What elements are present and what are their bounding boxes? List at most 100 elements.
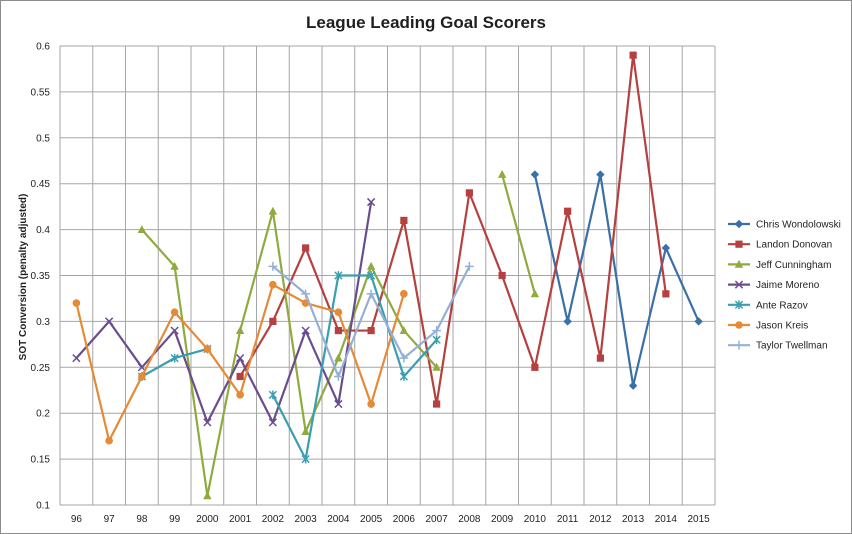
axes: 0.1 0.15 0.2 0.25 0.3 0.35 0.4 0.45 0.5 0.55 0.6 96… [31,42,711,526]
data-point [170,308,179,317]
legend-swatch-marker [734,259,744,268]
data-point [366,289,376,299]
data-point [497,170,507,178]
data-point [301,289,311,299]
legend-label: Jeff Cunningham [756,260,831,271]
data-point [530,170,540,179]
data-point [269,280,277,289]
y-tick-label: 0.4 [36,225,50,236]
legend-swatch-marker [735,321,743,329]
x-tick-label: 2011 [557,514,579,525]
x-tick-label: 97 [104,514,116,525]
data-point [530,289,540,298]
data-point [367,400,375,408]
data-point [72,353,81,363]
legend-item: Jeff Cunningham [728,259,831,271]
x-tick-label: 2006 [393,514,416,525]
data-point [662,290,670,298]
data-point [433,400,441,408]
data-point [203,345,212,353]
y-tick-label: 0.5 [36,133,50,144]
series-0 [530,170,703,390]
data-point [400,216,408,225]
data-point [268,261,278,271]
data-point [661,243,671,253]
data-point [399,326,409,334]
legend-item: Landon Donovan [728,240,832,251]
data-point [464,261,474,271]
data-point [366,197,376,207]
data-point [334,271,343,280]
y-tick-label: 0.1 [36,501,50,512]
data-point [596,170,605,179]
data-point [694,317,703,326]
data-point [367,326,375,335]
data-point [302,244,310,252]
y-tick-label: 0.2 [36,409,50,420]
data-point [531,363,539,371]
data-point [333,372,343,381]
y-tick-label: 0.3 [36,317,50,328]
y-tick-label: 0.55 [31,87,51,98]
data-point [203,491,212,500]
data-point [301,454,310,464]
legend-swatch-marker [735,240,743,248]
x-tick-label: 2002 [262,514,285,525]
legend-item: Jason Kreis [728,321,808,332]
data-point [334,308,343,317]
legend-label: Ante Razov [756,300,808,311]
data-point [596,354,604,362]
data-point [465,189,473,197]
legend-item: Chris Wondolowski [728,220,841,231]
legend-label: Jaime Moreno [756,280,820,291]
x-tick-label: 98 [136,514,148,525]
y-tick-label: 0.45 [31,179,51,190]
legend-item: Jaime Moreno [728,280,820,291]
series-6 [268,261,474,381]
data-point [268,418,278,427]
x-tick-label: 99 [169,514,181,525]
legend-label: Landon Donovan [756,240,832,251]
data-point [432,326,442,335]
x-tick-label: 2012 [589,514,612,525]
x-tick-label: 2000 [196,514,219,525]
x-tick-label: 2001 [229,514,252,525]
y-axis-label: SOT Conversion (penalty adjusted) [18,194,29,361]
data-point [72,299,81,307]
data-point [400,290,408,298]
data-point [399,353,409,363]
series-line [141,174,536,497]
data-point [629,51,637,59]
x-tick-label: 2009 [491,514,514,525]
data-point [563,317,572,326]
x-tick-label: 2004 [327,514,350,525]
data-point [236,372,244,381]
data-point [628,381,638,390]
x-tick-label: 2005 [360,514,383,525]
data-point [170,353,179,363]
x-tick-label: 96 [71,514,83,525]
data-point [366,261,376,270]
data-point [432,362,441,371]
data-point [498,271,506,280]
legend-swatch-marker [734,219,744,229]
data-point [138,372,146,381]
x-tick-label: 2010 [524,514,547,525]
legend-item: Taylor Twellman [728,341,828,352]
data-point [137,225,147,233]
series-group [72,51,703,500]
legend-swatch-marker [734,280,744,289]
legend: Chris Wondolowski Landon Donovan Jeff Cunn… [728,220,841,352]
data-point [564,207,572,215]
legend-swatch-marker [734,340,744,350]
legend-label: Chris Wondolowski [756,220,841,231]
data-point [366,271,376,280]
legend-item: Ante Razov [728,300,808,311]
data-point [269,317,277,325]
y-tick-label: 0.15 [31,455,51,466]
x-tick-label: 2015 [688,514,711,525]
data-point [104,317,114,326]
x-tick-label: 2003 [295,514,318,525]
